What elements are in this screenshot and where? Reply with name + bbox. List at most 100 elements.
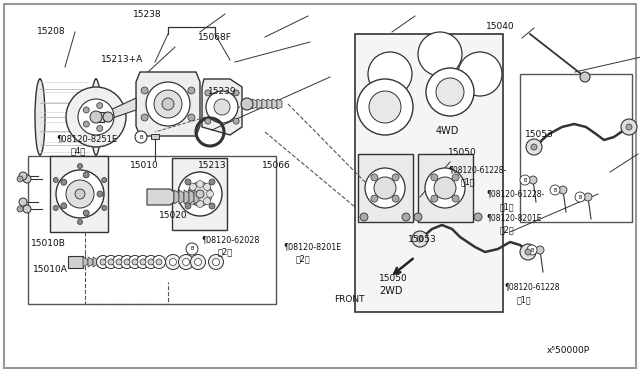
Circle shape (97, 103, 102, 109)
Circle shape (78, 99, 114, 135)
Text: 15068F: 15068F (198, 33, 232, 42)
Circle shape (365, 168, 405, 208)
Polygon shape (104, 98, 136, 121)
Circle shape (431, 174, 438, 181)
Circle shape (97, 125, 102, 131)
Circle shape (141, 87, 148, 94)
Circle shape (83, 121, 90, 127)
Circle shape (141, 114, 148, 121)
Circle shape (204, 198, 211, 205)
Circle shape (392, 195, 399, 202)
Circle shape (100, 259, 106, 265)
Text: ¶08120-62028: ¶08120-62028 (202, 235, 260, 244)
Polygon shape (267, 99, 272, 109)
Polygon shape (257, 99, 262, 109)
Circle shape (103, 112, 113, 122)
Bar (358, 154, 413, 222)
Circle shape (425, 168, 465, 208)
Polygon shape (189, 190, 194, 204)
Polygon shape (98, 257, 103, 267)
Circle shape (371, 174, 378, 181)
Circle shape (368, 52, 412, 96)
Text: 15010: 15010 (130, 161, 158, 170)
Circle shape (621, 119, 637, 135)
Text: 2WD: 2WD (379, 286, 403, 296)
Text: 15010B: 15010B (31, 239, 65, 248)
Polygon shape (262, 99, 267, 109)
Text: 15213+A: 15213+A (101, 55, 143, 64)
Polygon shape (202, 79, 242, 135)
Circle shape (178, 172, 222, 216)
Polygon shape (184, 190, 189, 204)
Bar (50, 156, 108, 232)
Circle shape (452, 174, 459, 181)
Circle shape (205, 118, 211, 124)
Text: 15066: 15066 (262, 161, 291, 170)
Circle shape (206, 91, 238, 123)
Bar (418, 154, 473, 222)
Circle shape (374, 177, 396, 199)
Text: ¶08120-61228-: ¶08120-61228- (448, 165, 506, 174)
Circle shape (97, 256, 109, 269)
Circle shape (531, 144, 537, 150)
Circle shape (145, 256, 157, 269)
Text: FRONT: FRONT (334, 295, 365, 304)
Bar (355, 34, 503, 312)
Circle shape (526, 139, 542, 155)
Circle shape (188, 114, 195, 121)
Circle shape (536, 246, 544, 254)
Text: （2）: （2） (296, 254, 310, 263)
Polygon shape (179, 190, 184, 204)
Circle shape (584, 193, 592, 201)
Circle shape (56, 170, 104, 218)
Circle shape (414, 213, 422, 221)
Circle shape (179, 254, 193, 269)
Circle shape (19, 172, 27, 180)
Circle shape (474, 213, 482, 221)
Circle shape (559, 186, 567, 194)
Circle shape (129, 256, 141, 269)
Circle shape (196, 201, 204, 208)
Circle shape (146, 82, 190, 126)
Circle shape (371, 195, 378, 202)
Text: 15050: 15050 (448, 148, 477, 157)
Bar (28, 156, 276, 304)
Circle shape (520, 244, 536, 260)
Text: B: B (139, 135, 143, 140)
Polygon shape (68, 256, 83, 268)
Circle shape (66, 87, 126, 147)
Circle shape (207, 190, 214, 198)
Text: 15238: 15238 (133, 10, 161, 19)
Circle shape (166, 254, 180, 269)
Text: （1）: （1） (461, 177, 476, 186)
Circle shape (135, 131, 147, 143)
Circle shape (189, 198, 196, 205)
Text: 4WD: 4WD (435, 126, 459, 136)
Circle shape (214, 99, 230, 115)
Circle shape (66, 180, 94, 208)
Polygon shape (194, 190, 199, 204)
Circle shape (61, 203, 67, 209)
Text: 15239: 15239 (208, 87, 237, 96)
Text: ¶08120-8201E: ¶08120-8201E (283, 242, 341, 251)
Text: （1）: （1） (499, 202, 514, 211)
Circle shape (436, 78, 464, 106)
Text: ¶08120-61228-: ¶08120-61228- (486, 190, 545, 199)
Polygon shape (272, 99, 277, 109)
Circle shape (136, 256, 150, 269)
Ellipse shape (35, 79, 45, 155)
Circle shape (154, 90, 182, 118)
Circle shape (186, 243, 198, 255)
Circle shape (185, 179, 191, 185)
Circle shape (53, 205, 58, 211)
Circle shape (402, 213, 410, 221)
Circle shape (196, 180, 204, 187)
Circle shape (191, 254, 205, 269)
Circle shape (520, 175, 530, 185)
Text: （2）: （2） (218, 248, 233, 257)
Circle shape (529, 176, 537, 184)
Circle shape (77, 219, 83, 224)
Text: 15020: 15020 (159, 211, 188, 220)
Circle shape (102, 177, 107, 183)
Circle shape (458, 52, 502, 96)
